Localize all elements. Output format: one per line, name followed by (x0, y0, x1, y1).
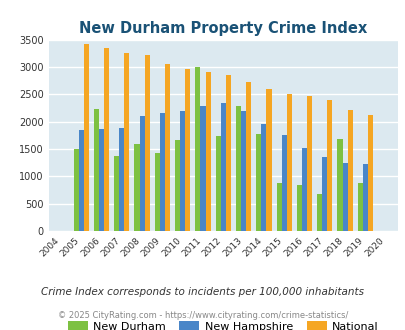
Bar (139, 116, 144, 231)
Bar (99, 129, 104, 231)
Text: © 2025 CityRating.com - https://www.cityrating.com/crime-statistics/: © 2025 CityRating.com - https://www.city… (58, 311, 347, 320)
Bar (266, 89, 271, 231)
Bar (316, 194, 322, 231)
Bar (104, 49, 109, 231)
Bar (160, 113, 164, 231)
Bar (286, 94, 291, 231)
Bar (134, 144, 139, 231)
Bar (164, 64, 170, 231)
Bar (357, 183, 362, 231)
Bar (261, 124, 266, 231)
Bar (175, 140, 180, 231)
Bar (144, 55, 149, 231)
Bar (114, 156, 119, 231)
Bar (220, 103, 225, 231)
Bar (83, 44, 89, 231)
Bar (256, 134, 261, 231)
Bar (79, 130, 83, 231)
Bar (124, 53, 129, 231)
Bar (296, 185, 301, 231)
Bar (185, 69, 190, 231)
Bar (362, 164, 367, 231)
Bar (200, 106, 205, 231)
Bar (215, 136, 220, 231)
Bar (235, 106, 241, 231)
Bar (322, 157, 326, 231)
Bar (245, 82, 251, 231)
Bar (342, 163, 347, 231)
Bar (225, 75, 230, 231)
Bar (180, 111, 185, 231)
Bar (367, 115, 372, 231)
Bar (281, 135, 286, 231)
Bar (205, 72, 210, 231)
Bar (306, 96, 311, 231)
Bar (276, 183, 281, 231)
Title: New Durham Property Crime Index: New Durham Property Crime Index (79, 21, 367, 36)
Bar (241, 111, 245, 231)
Bar (195, 67, 200, 231)
Bar (119, 128, 124, 231)
Bar (337, 139, 342, 231)
Bar (301, 148, 306, 231)
Bar (347, 110, 352, 231)
Text: Crime Index corresponds to incidents per 100,000 inhabitants: Crime Index corresponds to incidents per… (41, 287, 364, 297)
Legend: New Durham, New Hampshire, National: New Durham, New Hampshire, National (63, 317, 382, 330)
Bar (94, 109, 99, 231)
Bar (73, 149, 79, 231)
Bar (326, 100, 332, 231)
Bar (154, 153, 160, 231)
